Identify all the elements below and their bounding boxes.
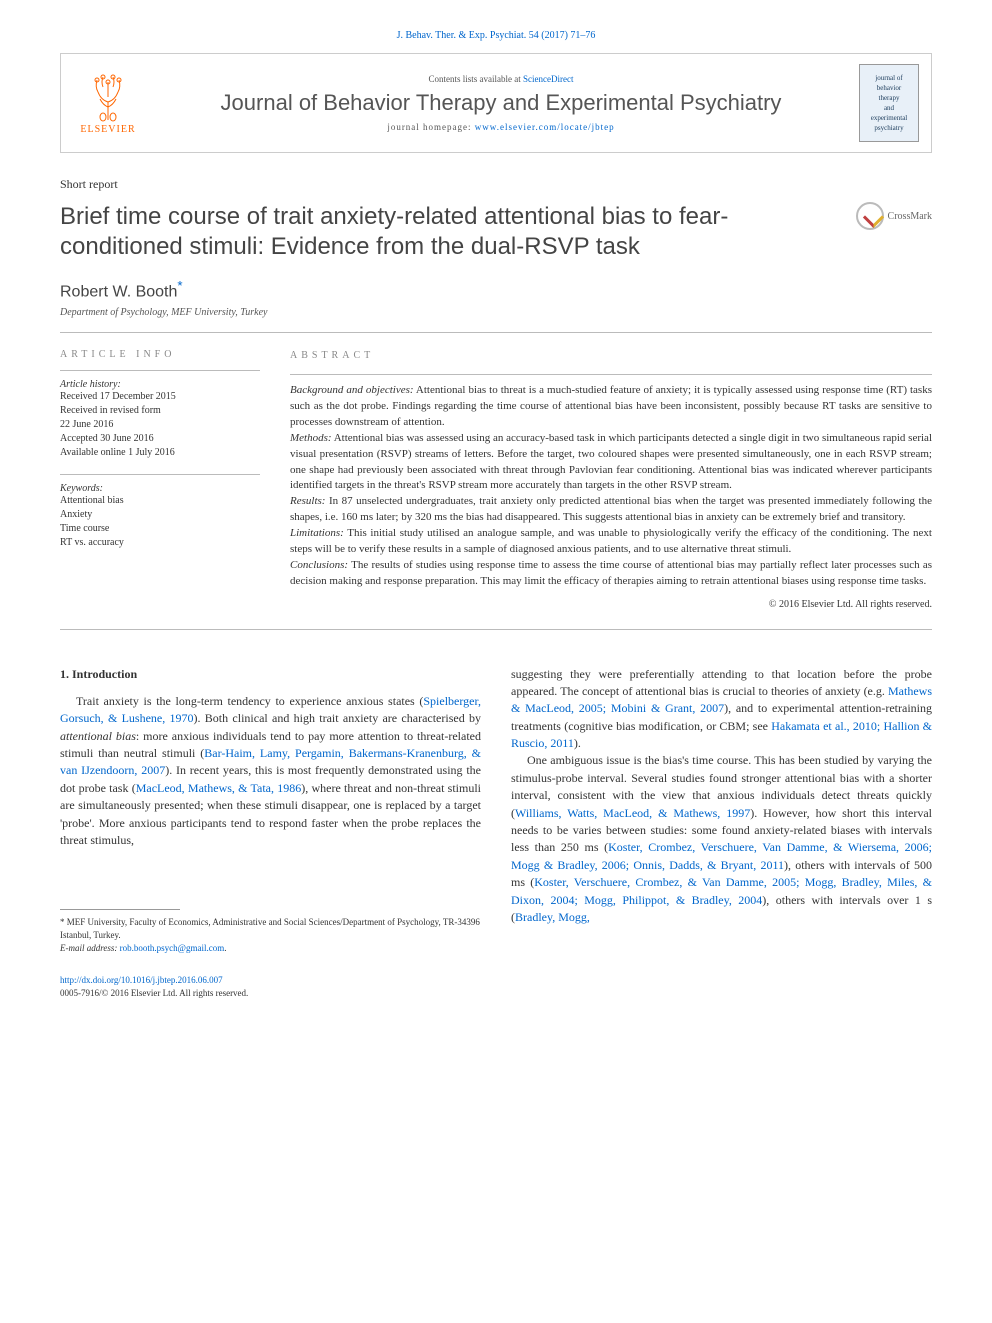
citation-link[interactable]: Bradley, Mogg, bbox=[515, 910, 590, 924]
abstract-paragraph: Background and objectives: Attentional b… bbox=[290, 383, 932, 431]
abstract-label: Conclusions: bbox=[290, 559, 348, 571]
section-heading: 1. Introduction bbox=[60, 666, 481, 683]
abstract-text: In 87 unselected undergraduates, trait a… bbox=[290, 495, 932, 523]
corresponding-footnote: * MEF University, Faculty of Economics, … bbox=[60, 916, 481, 954]
column-left: 1. Introduction Trait anxiety is the lon… bbox=[60, 666, 481, 955]
divider bbox=[290, 374, 932, 375]
body-paragraph: One ambiguous issue is the bias's time c… bbox=[511, 752, 932, 926]
cover-line: behavior bbox=[877, 84, 902, 92]
abstract-label: Methods: bbox=[290, 432, 332, 444]
keyword: Time course bbox=[60, 522, 260, 536]
citation-header: J. Behav. Ther. & Exp. Psychiat. 54 (201… bbox=[60, 30, 932, 41]
history-item: Accepted 30 June 2016 bbox=[60, 432, 260, 446]
publisher-name: ELSEVIER bbox=[80, 124, 135, 135]
body-paragraph: suggesting they were preferentially atte… bbox=[511, 666, 932, 753]
elsevier-tree-icon bbox=[83, 72, 133, 122]
abstract-block: ABSTRACT Background and objectives: Atte… bbox=[290, 349, 932, 612]
cover-line: journal of bbox=[875, 74, 902, 82]
keyword: Anxiety bbox=[60, 508, 260, 522]
column-right: suggesting they were preferentially atte… bbox=[511, 666, 932, 955]
publisher-logo[interactable]: ELSEVIER bbox=[73, 72, 143, 135]
abstract-text: This initial study utilised an analogue … bbox=[290, 527, 932, 555]
divider bbox=[60, 370, 260, 371]
article-type: Short report bbox=[60, 177, 932, 192]
cover-line: psychiatry bbox=[874, 124, 903, 132]
divider bbox=[60, 629, 932, 630]
footnote-divider bbox=[60, 909, 180, 910]
body-text-span: ). bbox=[574, 736, 581, 750]
history-item: Available online 1 July 2016 bbox=[60, 446, 260, 460]
contents-line: Contents lists available at ScienceDirec… bbox=[143, 74, 859, 84]
body-text-span: ). Both clinical and high trait anxiety … bbox=[194, 711, 481, 725]
citation-link[interactable]: MacLeod, Mathews, & Tata, 1986 bbox=[136, 781, 302, 795]
body-text-span: suggesting they were preferentially atte… bbox=[511, 667, 932, 698]
homepage-prefix: journal homepage: bbox=[387, 122, 474, 132]
crossmark-label: CrossMark bbox=[888, 211, 932, 222]
issn-copyright: 0005-7916/© 2016 Elsevier Ltd. All right… bbox=[60, 988, 248, 998]
keyword: Attentional bias bbox=[60, 494, 260, 508]
crossmark-icon bbox=[856, 202, 884, 230]
history-item: 22 June 2016 bbox=[60, 418, 260, 432]
doi-link[interactable]: http://dx.doi.org/10.1016/j.jbtep.2016.0… bbox=[60, 975, 223, 985]
journal-name: Journal of Behavior Therapy and Experime… bbox=[143, 90, 859, 116]
homepage-line: journal homepage: www.elsevier.com/locat… bbox=[143, 122, 859, 132]
abstract-copyright: © 2016 Elsevier Ltd. All rights reserved… bbox=[290, 598, 932, 613]
email-link[interactable]: rob.booth.psych@gmail.com bbox=[120, 943, 225, 953]
body-emphasis: attentional bias bbox=[60, 729, 136, 743]
abstract-paragraph: Results: In 87 unselected undergraduates… bbox=[290, 494, 932, 526]
abstract-label: Limitations: bbox=[290, 527, 344, 539]
crossmark-badge[interactable]: CrossMark bbox=[856, 202, 932, 230]
abstract-paragraph: Conclusions: The results of studies usin… bbox=[290, 558, 932, 590]
abstract-paragraph: Methods: Attentional bias was assessed u… bbox=[290, 431, 932, 495]
sciencedirect-link[interactable]: ScienceDirect bbox=[523, 74, 573, 84]
contents-prefix: Contents lists available at bbox=[429, 74, 523, 84]
abstract-text: The results of studies using response ti… bbox=[290, 559, 932, 587]
abstract-label: Background and objectives: bbox=[290, 384, 414, 396]
article-info-sidebar: ARTICLE INFO Article history: Received 1… bbox=[60, 349, 260, 612]
history-label: Article history: bbox=[60, 379, 260, 390]
abstract-paragraph: Limitations: This initial study utilised… bbox=[290, 526, 932, 558]
journal-cover-thumbnail: journal of behavior therapy and experime… bbox=[859, 64, 919, 142]
history-item: Received 17 December 2015 bbox=[60, 390, 260, 404]
body-paragraph: Trait anxiety is the long-term tendency … bbox=[60, 693, 481, 850]
page-footer: http://dx.doi.org/10.1016/j.jbtep.2016.0… bbox=[60, 974, 932, 999]
cover-line: therapy bbox=[879, 94, 900, 102]
citation-link[interactable]: Williams, Watts, MacLeod, & Mathews, 199… bbox=[515, 806, 750, 820]
body-text-span: Trait anxiety is the long-term tendency … bbox=[76, 694, 423, 708]
divider bbox=[60, 474, 260, 475]
cover-line: experimental bbox=[871, 114, 908, 122]
homepage-link[interactable]: www.elsevier.com/locate/jbtep bbox=[475, 122, 615, 132]
abstract-label: Results: bbox=[290, 495, 325, 507]
article-title: Brief time course of trait anxiety-relat… bbox=[60, 202, 856, 262]
cover-line: and bbox=[884, 104, 894, 112]
abstract-text: Attentional bias was assessed using an a… bbox=[290, 432, 932, 492]
journal-header-box: ELSEVIER Contents lists available at Sci… bbox=[60, 53, 932, 153]
history-item: Received in revised form bbox=[60, 404, 260, 418]
abstract-header: ABSTRACT bbox=[290, 349, 932, 364]
corresponding-marker: * bbox=[177, 278, 182, 293]
footnote-suffix: . bbox=[224, 943, 226, 953]
email-label: E-mail address: bbox=[60, 943, 120, 953]
body-text: 1. Introduction Trait anxiety is the lon… bbox=[60, 666, 932, 955]
author-text: Robert W. Booth bbox=[60, 283, 177, 300]
article-info-header: ARTICLE INFO bbox=[60, 349, 260, 360]
footnote-text: MEF University, Faculty of Economics, Ad… bbox=[60, 917, 480, 940]
author-name: Robert W. Booth* bbox=[60, 278, 932, 301]
keyword: RT vs. accuracy bbox=[60, 536, 260, 550]
keywords-label: Keywords: bbox=[60, 483, 260, 494]
author-affiliation: Department of Psychology, MEF University… bbox=[60, 307, 932, 318]
